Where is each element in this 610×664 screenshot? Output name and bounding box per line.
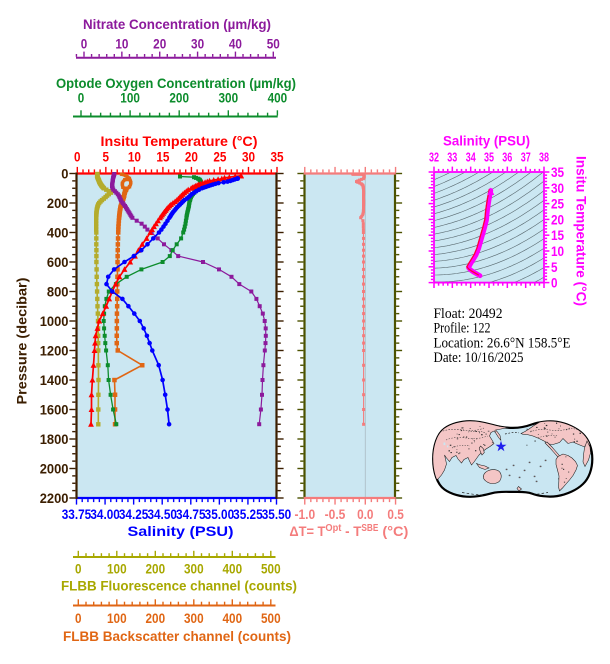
- svg-text:35.00: 35.00: [205, 506, 235, 522]
- svg-text:-1.0: -1.0: [294, 506, 315, 522]
- svg-text:0: 0: [78, 89, 85, 105]
- svg-text:1800: 1800: [40, 431, 69, 447]
- svg-text:10: 10: [551, 243, 564, 259]
- svg-text:500: 500: [261, 561, 281, 577]
- svg-text:30: 30: [551, 180, 564, 196]
- svg-text:35.25: 35.25: [233, 506, 263, 522]
- svg-text:33.75: 33.75: [62, 506, 92, 522]
- svg-text:400: 400: [223, 610, 243, 626]
- svg-text:15: 15: [551, 227, 564, 243]
- svg-text:36: 36: [502, 151, 512, 165]
- svg-text:50: 50: [267, 36, 280, 52]
- svg-text:Float: 20492: Float: 20492: [434, 306, 503, 322]
- svg-text:FLBB Backscatter channel (coun: FLBB Backscatter channel (counts): [63, 628, 291, 644]
- svg-text:40: 40: [229, 36, 242, 52]
- svg-text:200: 200: [146, 610, 166, 626]
- svg-text:300: 300: [184, 561, 204, 577]
- svg-text:1200: 1200: [40, 343, 69, 359]
- svg-text:-0.5: -0.5: [325, 506, 346, 522]
- svg-text:30: 30: [191, 36, 204, 52]
- svg-text:5: 5: [103, 148, 110, 164]
- svg-text:Optode Oxygen Concentration (µ: Optode Oxygen Concentration (µm/kg): [56, 75, 296, 91]
- svg-text:35: 35: [551, 164, 564, 180]
- svg-text:Insitu Temperature (°C): Insitu Temperature (°C): [574, 156, 590, 306]
- svg-text:20: 20: [551, 211, 564, 227]
- svg-text:33: 33: [447, 151, 457, 165]
- svg-text:38: 38: [539, 151, 549, 165]
- svg-text:0: 0: [75, 561, 82, 577]
- svg-text:Nitrate Concentration (µm/kg): Nitrate Concentration (µm/kg): [83, 16, 271, 32]
- svg-text:200: 200: [47, 195, 69, 211]
- svg-text:0: 0: [74, 148, 81, 164]
- svg-text:Insitu Temperature (°C): Insitu Temperature (°C): [101, 133, 258, 149]
- svg-text:34: 34: [466, 151, 476, 165]
- svg-text:25: 25: [213, 148, 226, 164]
- svg-text:15: 15: [156, 148, 169, 164]
- svg-text:34.00: 34.00: [90, 506, 120, 522]
- svg-text:ΔT= TOpt - TSBE (°C): ΔT= TOpt - TSBE (°C): [289, 523, 408, 539]
- svg-text:FLBB Fluorescence channel (cou: FLBB Fluorescence channel (counts): [61, 578, 297, 594]
- svg-text:100: 100: [107, 610, 127, 626]
- svg-text:10: 10: [128, 148, 141, 164]
- svg-text:300: 300: [184, 610, 204, 626]
- svg-text:34.75: 34.75: [176, 506, 206, 522]
- svg-text:37: 37: [521, 151, 531, 165]
- svg-text:200: 200: [146, 561, 166, 577]
- svg-text:0.0: 0.0: [357, 506, 374, 522]
- svg-text:400: 400: [268, 89, 288, 105]
- svg-text:30: 30: [242, 148, 255, 164]
- svg-text:Profile: 122: Profile: 122: [434, 321, 491, 337]
- svg-text:35: 35: [484, 151, 494, 165]
- svg-text:35.50: 35.50: [262, 506, 292, 522]
- svg-text:20: 20: [153, 36, 166, 52]
- svg-text:1400: 1400: [40, 372, 69, 388]
- svg-text:Salinity (PSU): Salinity (PSU): [128, 523, 234, 539]
- svg-text:Salinity (PSU): Salinity (PSU): [443, 134, 530, 149]
- svg-text:100: 100: [107, 561, 127, 577]
- svg-text:5: 5: [551, 259, 558, 275]
- svg-text:Pressure (decibar): Pressure (decibar): [14, 278, 30, 405]
- svg-text:34.25: 34.25: [119, 506, 149, 522]
- svg-text:1000: 1000: [40, 313, 69, 329]
- svg-text:0: 0: [75, 610, 82, 626]
- svg-text:34.50: 34.50: [147, 506, 177, 522]
- svg-text:32: 32: [429, 151, 439, 165]
- svg-text:25: 25: [551, 196, 564, 212]
- svg-text:Location: 26.6°N 158.5°E: Location: 26.6°N 158.5°E: [434, 335, 571, 351]
- svg-text:800: 800: [47, 284, 69, 300]
- svg-text:0: 0: [551, 275, 558, 291]
- svg-text:1600: 1600: [40, 402, 69, 418]
- svg-text:500: 500: [261, 610, 281, 626]
- svg-text:0: 0: [61, 166, 68, 182]
- svg-text:400: 400: [47, 225, 69, 241]
- svg-text:35: 35: [270, 148, 283, 164]
- svg-text:20: 20: [185, 148, 198, 164]
- svg-text:0: 0: [81, 36, 88, 52]
- svg-text:2200: 2200: [40, 490, 69, 506]
- svg-text:0.5: 0.5: [387, 506, 404, 522]
- svg-text:100: 100: [120, 89, 140, 105]
- svg-text:10: 10: [115, 36, 128, 52]
- svg-text:400: 400: [223, 561, 243, 577]
- svg-text:Date: 10/16/2025: Date: 10/16/2025: [434, 350, 524, 366]
- svg-text:2000: 2000: [40, 461, 69, 477]
- svg-text:200: 200: [169, 89, 189, 105]
- svg-text:600: 600: [47, 254, 69, 270]
- svg-text:300: 300: [219, 89, 239, 105]
